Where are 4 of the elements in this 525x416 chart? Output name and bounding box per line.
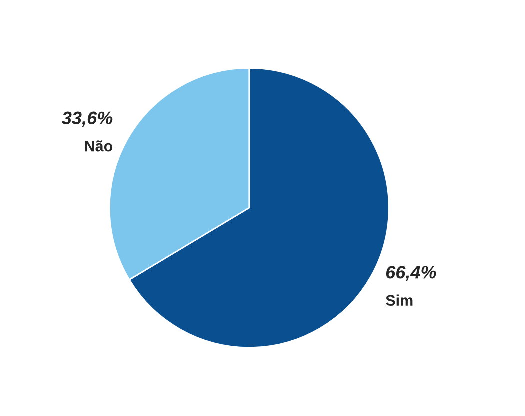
slice-label: Não bbox=[85, 140, 113, 152]
data-label: 66,4% bbox=[386, 266, 436, 282]
data-label: 33,6% bbox=[62, 112, 113, 128]
slice-label: Sim bbox=[386, 294, 413, 306]
